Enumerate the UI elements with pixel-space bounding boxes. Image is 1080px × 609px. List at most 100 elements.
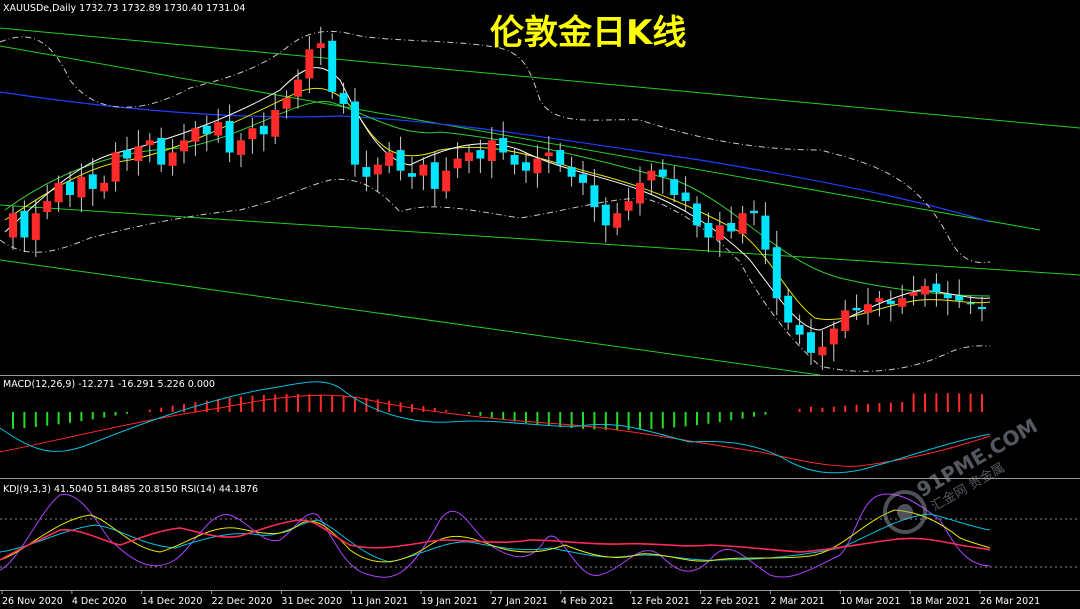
date-label: 31 Dec 2020 <box>281 596 342 607</box>
date-label: 27 Jan 2021 <box>491 596 548 607</box>
candlestick-series[interactable] <box>9 26 986 370</box>
candle-body <box>88 174 97 189</box>
channel-line-bottom <box>0 259 821 376</box>
candle-body <box>658 169 667 177</box>
candle-body <box>373 164 382 175</box>
candle-body <box>123 150 131 159</box>
candle-body <box>225 120 234 153</box>
candle-body <box>852 307 861 311</box>
candle-body <box>978 307 986 310</box>
candle-body <box>362 167 371 177</box>
macd-signal-line <box>0 394 991 467</box>
rsi-line <box>0 519 991 561</box>
candle-body <box>316 43 325 49</box>
candle-body <box>271 110 280 137</box>
candle-body <box>772 247 781 299</box>
candle-body <box>693 203 701 226</box>
candle-body <box>761 215 770 250</box>
date-label: 4 Dec 2020 <box>72 596 127 607</box>
candle-body <box>533 158 542 174</box>
candle-body <box>145 140 154 146</box>
candle-body <box>601 204 610 226</box>
candle-body <box>20 210 29 238</box>
date-label: 26 Nov 2020 <box>2 596 63 607</box>
candle-body <box>430 162 439 189</box>
candle-body <box>442 170 451 192</box>
candle-body <box>328 40 337 92</box>
candle-body <box>750 210 758 214</box>
candle-body <box>351 101 359 165</box>
date-label: 2 Mar 2021 <box>770 596 824 607</box>
candle-body <box>624 201 633 211</box>
candle-body <box>408 173 416 177</box>
trend-channel[interactable] <box>0 27 1080 376</box>
candle-body <box>157 137 166 165</box>
candle-body <box>932 283 941 293</box>
date-label: 11 Jan 2021 <box>351 596 408 607</box>
date-axis: 26 Nov 2020 4 Dec 2020 14 Dec 2020 22 Dec 2… <box>1 590 1040 607</box>
date-label: 4 Feb 2021 <box>561 596 614 607</box>
candle-body <box>636 182 644 204</box>
candle-body <box>510 154 519 165</box>
date-label: 14 Dec 2020 <box>142 596 203 607</box>
candle-body <box>544 152 553 157</box>
candle-body <box>590 185 599 208</box>
candle-body <box>54 182 63 203</box>
channel-line-lower-mid <box>0 204 1080 276</box>
candle-body <box>727 222 736 232</box>
candle-body <box>829 328 838 345</box>
candle-body <box>294 79 302 97</box>
candle-body <box>681 192 690 202</box>
candle-body <box>9 213 17 238</box>
candle-body <box>419 164 428 176</box>
candle-body <box>966 303 975 305</box>
candle-body <box>898 298 907 307</box>
candle-body <box>567 167 576 177</box>
candle-body <box>259 125 268 135</box>
candle-body <box>864 304 872 313</box>
candle-body <box>522 162 530 171</box>
date-label: 22 Feb 2021 <box>701 596 760 607</box>
candle-body <box>818 346 827 356</box>
candle-body <box>214 122 223 136</box>
date-label: 12 Feb 2021 <box>631 596 690 607</box>
candle-body <box>43 201 52 212</box>
candle-body <box>111 152 120 182</box>
candle-body <box>180 140 188 152</box>
candle-body <box>134 146 143 161</box>
candle-body <box>955 295 964 301</box>
ma-long-line <box>0 91 991 223</box>
candle-body <box>202 125 211 135</box>
kdj-rsi-info: KDJ(9,3,3) 41.5040 51.8485 20.8150 RSI(1… <box>3 484 258 495</box>
chart-title: 伦敦金日K线 <box>490 13 686 53</box>
kdj-k-line <box>0 509 991 563</box>
candle-body <box>339 93 348 104</box>
candle-body <box>704 222 713 238</box>
date-label: 19 Jan 2021 <box>421 596 478 607</box>
candle-body <box>841 310 850 331</box>
candle-body <box>476 150 485 159</box>
date-label: 18 Mar 2021 <box>910 596 970 607</box>
candle-body <box>396 150 405 171</box>
bollinger-upper <box>0 30 991 263</box>
candle-body <box>385 152 394 166</box>
candle-body <box>613 213 622 228</box>
candle-body <box>886 300 895 305</box>
ma-mid-line <box>4 100 991 297</box>
macd-main-line <box>0 381 991 474</box>
date-label: 22 Dec 2020 <box>212 596 273 607</box>
candle-body <box>784 295 793 323</box>
main-chart-info: XAUUSDe,Daily 1732.73 1732.89 1730.40 17… <box>3 3 245 14</box>
channel-line-upper-mid <box>0 45 1041 231</box>
candle-body <box>499 137 508 153</box>
candle-body <box>465 152 473 161</box>
watermark-circle-icon <box>883 490 927 534</box>
date-label: 26 Mar 2021 <box>980 596 1040 607</box>
macd-info: MACD(12,26,9) -12.271 -16.291 5.226 0.00… <box>3 379 215 390</box>
candle-body <box>795 324 804 335</box>
candle-body <box>670 179 679 195</box>
candle-body <box>909 292 918 296</box>
candle-body <box>921 286 929 295</box>
candle-body <box>168 152 177 166</box>
